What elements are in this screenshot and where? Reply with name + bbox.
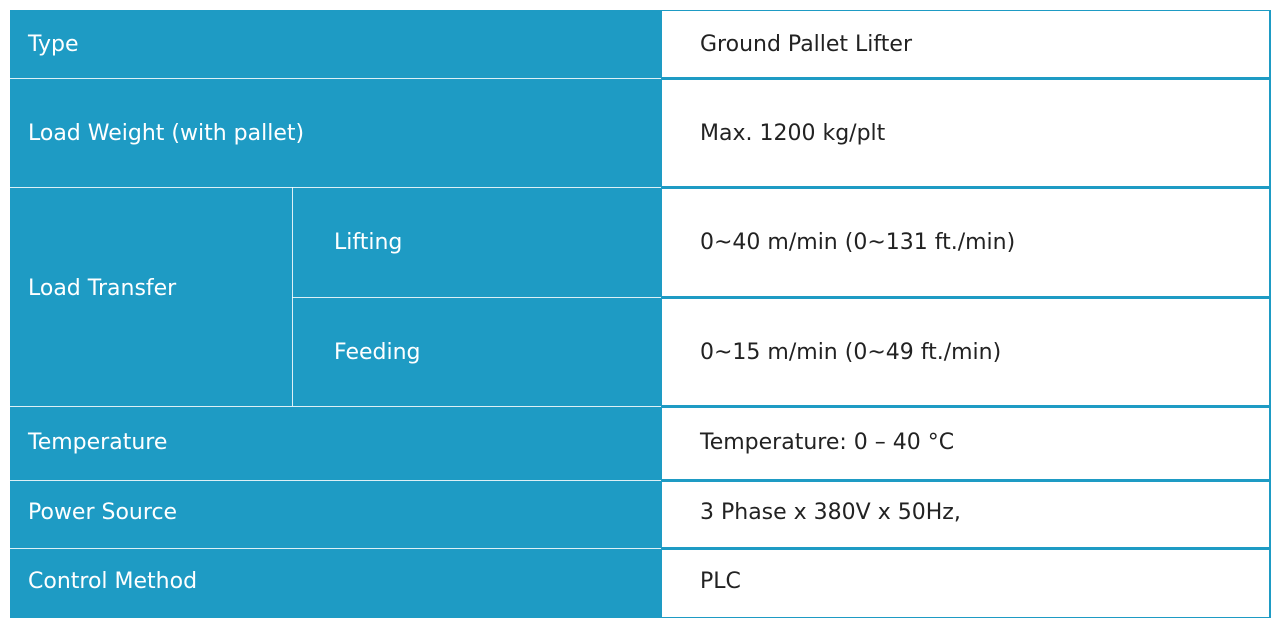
value-cell xyxy=(662,299,1269,405)
row-value: Max. 1200 kg/plt xyxy=(700,121,886,146)
row-value: 0~40 m/min (0~131 ft./min) xyxy=(700,230,1016,255)
row-divider xyxy=(10,480,661,481)
value-cell xyxy=(662,550,1269,617)
row-label: Load Transfer xyxy=(28,276,177,301)
row-divider xyxy=(10,406,661,407)
row-label: Control Method xyxy=(28,569,198,594)
row-divider xyxy=(10,187,661,188)
row-divider xyxy=(10,78,661,79)
row-value: 0~15 m/min (0~49 ft./min) xyxy=(700,340,1002,365)
sub-row-label: Lifting xyxy=(334,230,403,255)
value-cell xyxy=(662,482,1269,547)
row-value: Temperature: 0 – 40 °C xyxy=(700,430,955,455)
row-value: 3 Phase x 380V x 50Hz, xyxy=(700,500,961,525)
row-divider xyxy=(10,548,661,549)
row-label: Load Weight (with pallet) xyxy=(28,121,305,146)
sub-row-label: Feeding xyxy=(334,340,421,365)
value-cell xyxy=(662,189,1269,296)
row-divider xyxy=(292,297,661,298)
row-label: Temperature xyxy=(28,430,168,455)
value-cell xyxy=(662,80,1269,186)
spec-table: Type Load Weight (with pallet) Load Tran… xyxy=(10,10,1271,618)
value-cell xyxy=(662,408,1269,479)
row-label: Type xyxy=(28,32,79,57)
column-divider xyxy=(292,187,293,406)
row-label: Power Source xyxy=(28,500,178,525)
row-value: PLC xyxy=(700,569,741,594)
value-cell xyxy=(662,11,1269,77)
row-value: Ground Pallet Lifter xyxy=(700,32,912,57)
